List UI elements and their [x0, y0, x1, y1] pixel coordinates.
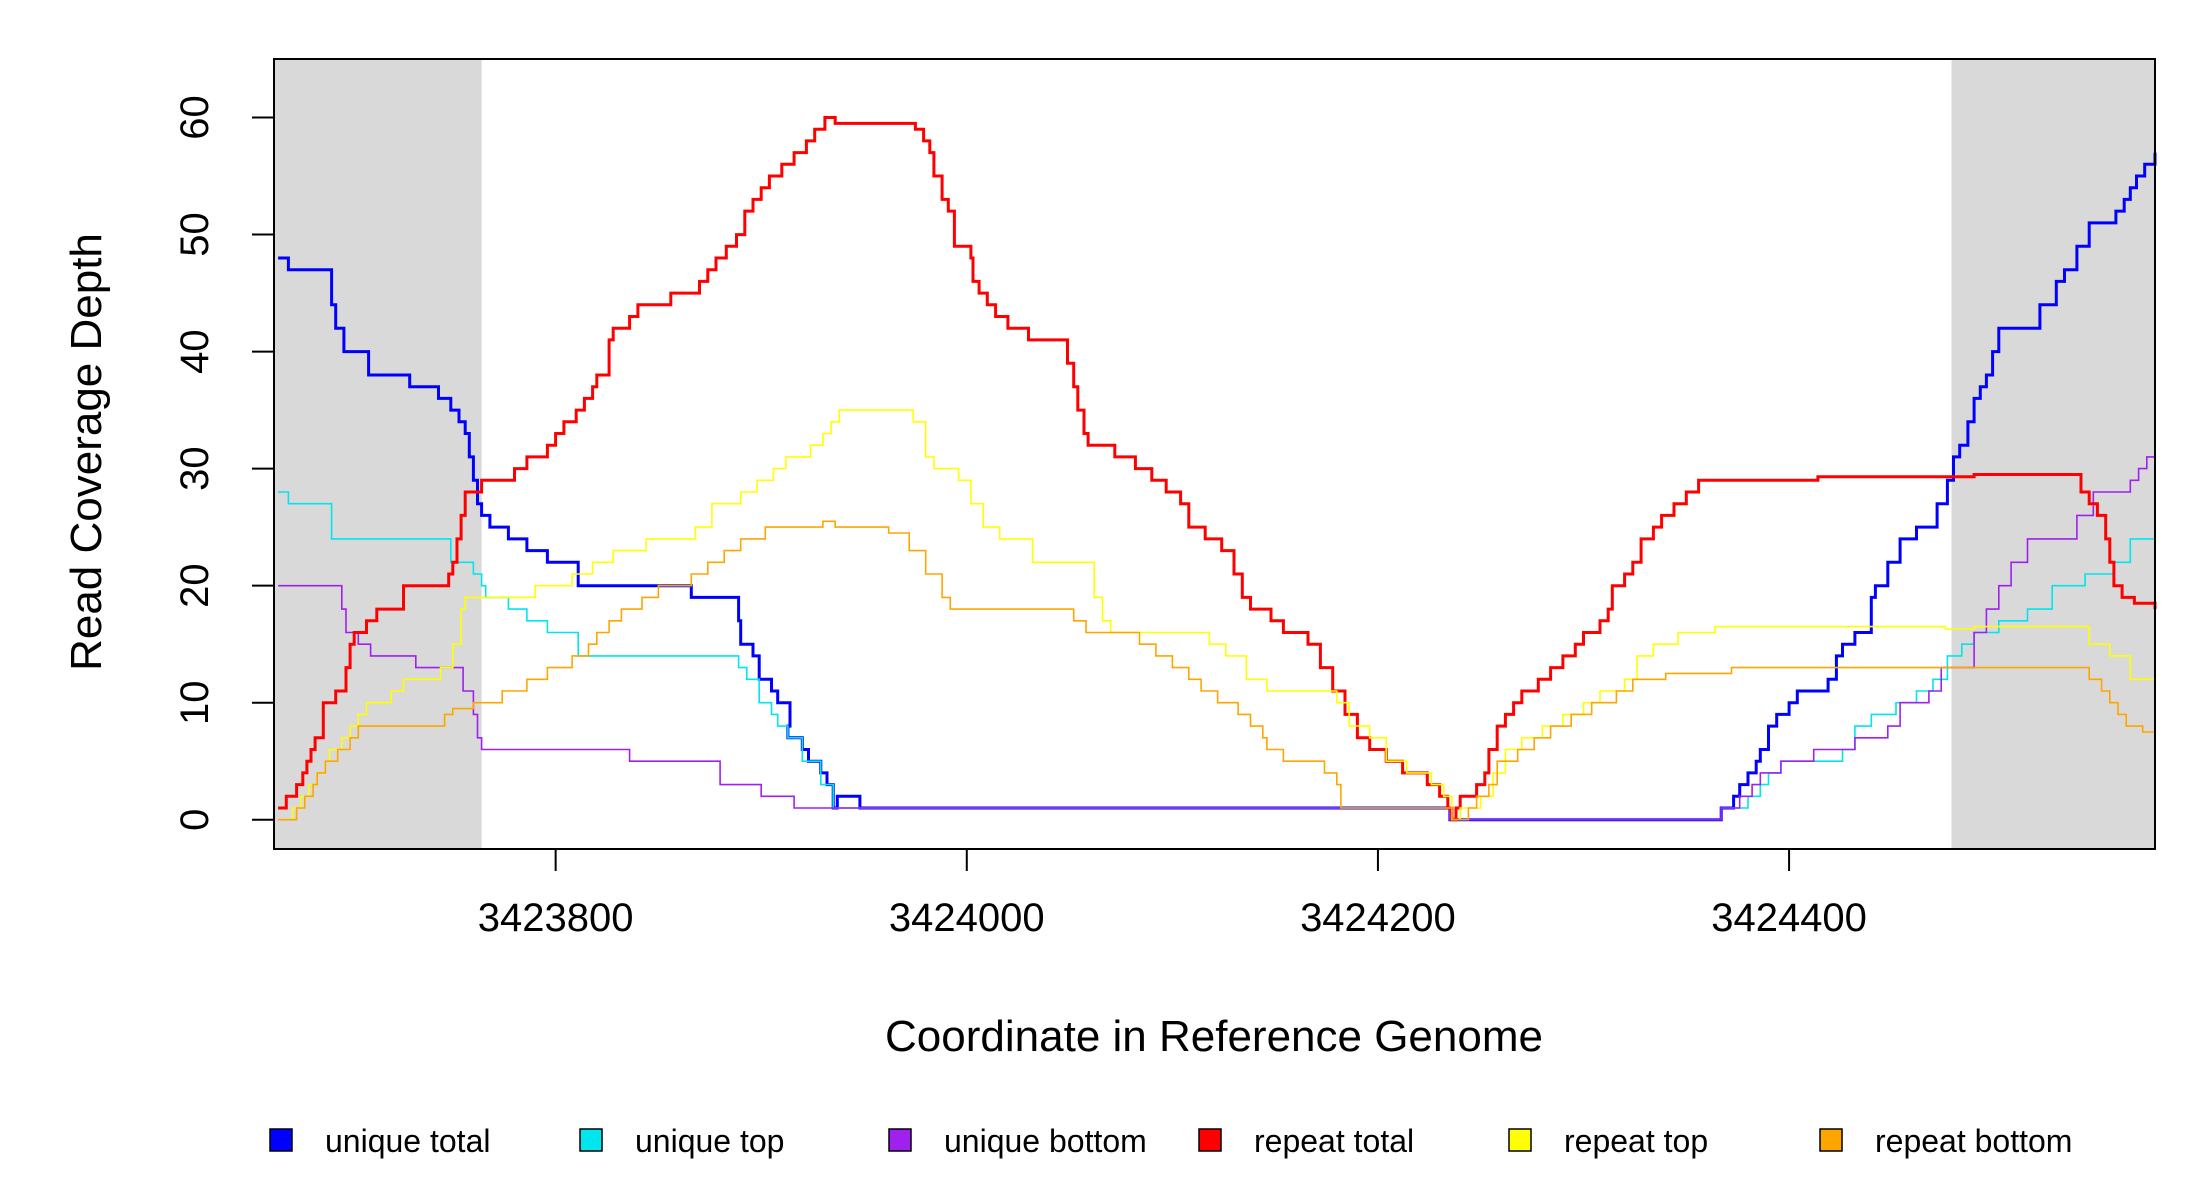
- y-axis-title: Read Coverage Depth: [62, 233, 111, 671]
- legend: unique total unique top unique bottom repea…: [269, 1123, 2072, 1159]
- series-line-unique-top: [278, 491, 2156, 821]
- shaded-regions: [274, 59, 2155, 849]
- y-tick-label: 30: [173, 446, 217, 491]
- y-tick-label: 20: [173, 563, 217, 608]
- y-tick-label: 60: [173, 95, 217, 140]
- shaded-region-2: [1951, 59, 2155, 849]
- series-lines: [278, 116, 2157, 822]
- legend-label: unique bottom: [944, 1123, 1147, 1159]
- y-tick-label: 40: [173, 329, 217, 374]
- legend-swatch-repeat-bottom: [1819, 1128, 1843, 1152]
- legend-swatch-repeat-total: [1198, 1128, 1222, 1152]
- series-line-unique-bottom: [278, 456, 2155, 821]
- y-tick-label: 0: [173, 809, 217, 831]
- axes: 3423800 3424000 3424200 3424400 0 10 20 30 40 50 6…: [173, 95, 1867, 940]
- legend-label: repeat bottom: [1875, 1123, 2072, 1159]
- legend-swatch-repeat-top: [1508, 1128, 1532, 1152]
- legend-label: unique total: [325, 1123, 490, 1159]
- plot-frame: [273, 58, 2156, 850]
- legend-label: repeat total: [1254, 1123, 1414, 1159]
- x-axis-title: Coordinate in Reference Genome: [885, 1012, 1543, 1061]
- x-tick-label: 3424200: [1300, 896, 1456, 940]
- shaded-region-1: [274, 59, 482, 849]
- x-tick-label: 3424400: [1711, 896, 1867, 940]
- legend-swatch-unique-top: [579, 1128, 603, 1152]
- y-tick-label: 10: [173, 680, 217, 725]
- y-tick-label: 50: [173, 212, 217, 256]
- series-line-unique-total: [278, 152, 2157, 822]
- series-line-repeat-bottom: [278, 520, 2155, 821]
- legend-label: repeat top: [1564, 1123, 1708, 1159]
- legend-swatch-unique-bottom: [888, 1128, 912, 1152]
- x-tick-label: 3423800: [478, 896, 634, 940]
- series-line-repeat-top: [278, 409, 2156, 821]
- series-line-repeat-total: [278, 116, 2157, 822]
- legend-swatch-unique-total: [269, 1128, 293, 1152]
- x-tick-label: 3424000: [889, 896, 1045, 940]
- legend-label: unique top: [635, 1123, 784, 1159]
